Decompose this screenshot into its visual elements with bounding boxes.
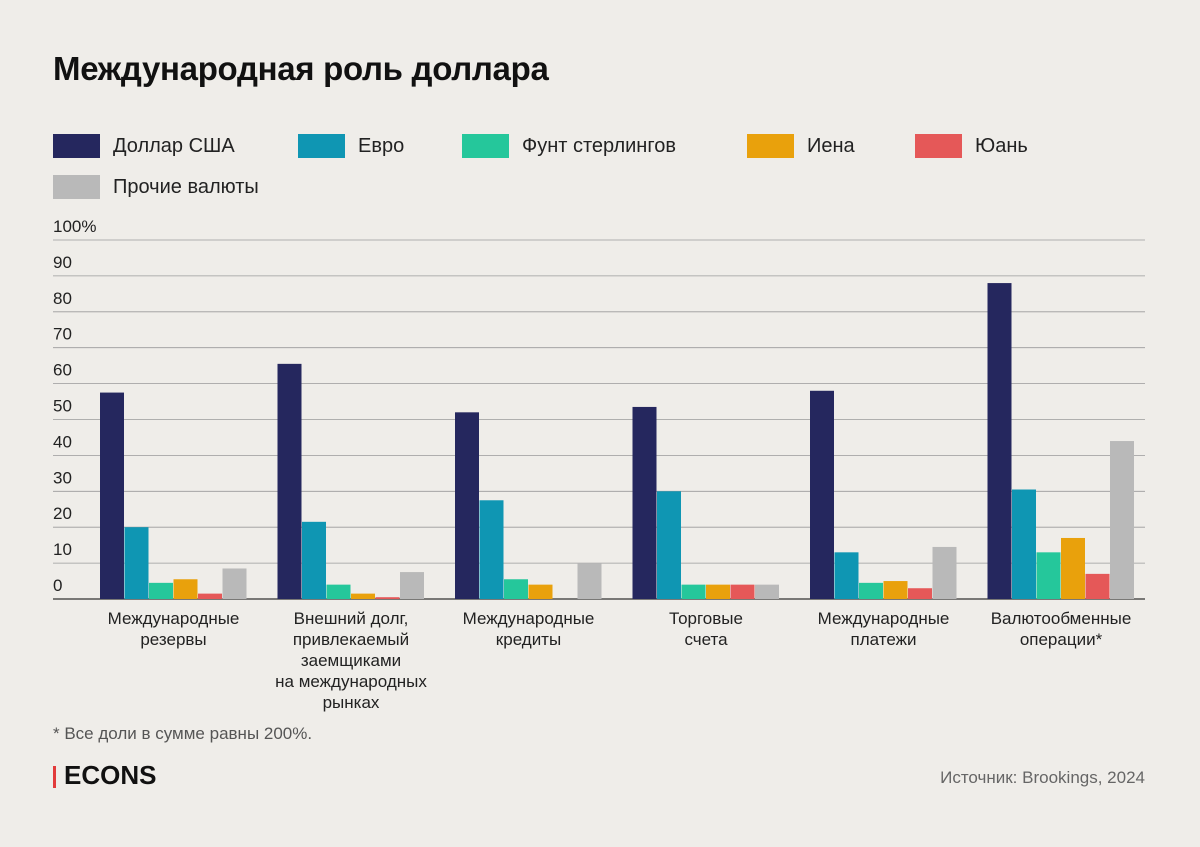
y-tick-label: 70 bbox=[53, 325, 72, 344]
bar bbox=[1085, 573, 1110, 599]
legend-label-other: Прочие валюты bbox=[113, 176, 259, 198]
bar bbox=[706, 584, 730, 599]
brand-mark bbox=[53, 766, 56, 788]
footnote: * Все доли в сумме равны 200%. bbox=[53, 724, 313, 743]
bar bbox=[149, 582, 173, 599]
y-tick-label: 30 bbox=[53, 468, 72, 487]
bar bbox=[932, 546, 957, 599]
legend-swatch-gbp bbox=[462, 134, 509, 158]
legend-label-eur: Евро bbox=[358, 135, 405, 157]
bar bbox=[326, 584, 351, 599]
y-tick-label: 20 bbox=[53, 504, 72, 523]
y-tick-label: 80 bbox=[53, 289, 72, 308]
bar bbox=[528, 584, 553, 599]
bar bbox=[124, 527, 149, 599]
bar bbox=[657, 491, 681, 599]
legend-label-jpy: Иена bbox=[807, 135, 855, 157]
legend-swatch-usd bbox=[53, 134, 100, 158]
x-category-label: Международные кредиты bbox=[463, 609, 595, 649]
bar bbox=[908, 588, 932, 599]
bar bbox=[479, 500, 504, 599]
bar bbox=[277, 363, 302, 599]
bar bbox=[577, 563, 602, 599]
brand-logo: ECONS bbox=[64, 760, 157, 790]
bar bbox=[400, 572, 424, 599]
legend-swatch-jpy bbox=[747, 134, 794, 158]
y-tick-label: 40 bbox=[53, 432, 72, 451]
bar bbox=[834, 552, 859, 599]
y-tick-label: 90 bbox=[53, 253, 72, 272]
legend-label-cny: Юань bbox=[975, 135, 1028, 157]
bar bbox=[100, 392, 124, 599]
bar bbox=[351, 593, 375, 599]
legend-label-gbp: Фунт стерлингов bbox=[522, 135, 676, 157]
legend-label-usd: Доллар США bbox=[113, 135, 235, 157]
bar bbox=[222, 568, 247, 599]
bar bbox=[987, 283, 1012, 599]
x-category-label: Внешний долг, привлекаемый заемщиками на ме… bbox=[275, 609, 427, 712]
bar bbox=[859, 582, 883, 599]
bar bbox=[681, 584, 706, 599]
y-tick-label: 60 bbox=[53, 361, 72, 380]
bar bbox=[375, 597, 400, 599]
bar bbox=[455, 412, 479, 599]
bar bbox=[1012, 489, 1036, 599]
bar bbox=[302, 521, 326, 599]
bar bbox=[730, 584, 755, 599]
legend-swatch-eur bbox=[298, 134, 345, 158]
bar bbox=[504, 579, 528, 599]
y-tick-label: 10 bbox=[53, 540, 72, 559]
bar bbox=[198, 593, 222, 599]
chart-title: Международная роль доллара bbox=[53, 50, 549, 87]
x-category-label: Торговые счета bbox=[669, 609, 743, 649]
x-category-label: Валютообменные операции* bbox=[991, 609, 1132, 649]
bar bbox=[1061, 537, 1085, 599]
y-tick-label: 100% bbox=[53, 217, 96, 236]
y-tick-label: 50 bbox=[53, 397, 72, 416]
legend-swatch-cny bbox=[915, 134, 962, 158]
x-category-label: Международные платежи bbox=[818, 609, 950, 649]
x-category-label: Международные резервы bbox=[108, 609, 240, 649]
y-tick-label: 0 bbox=[53, 576, 62, 595]
bar bbox=[632, 406, 657, 599]
bar bbox=[173, 579, 198, 599]
bar bbox=[1110, 441, 1134, 599]
bar-chart: 100% 90 80 70 60 50 40 30 20 10 0 Международные резе… bbox=[53, 217, 1145, 712]
bar bbox=[755, 584, 779, 599]
bar bbox=[810, 390, 834, 599]
bar bbox=[883, 581, 908, 599]
bar bbox=[1036, 552, 1061, 599]
legend-swatch-other bbox=[53, 175, 100, 199]
source-note: Источник: Brookings, 2024 bbox=[940, 768, 1145, 787]
